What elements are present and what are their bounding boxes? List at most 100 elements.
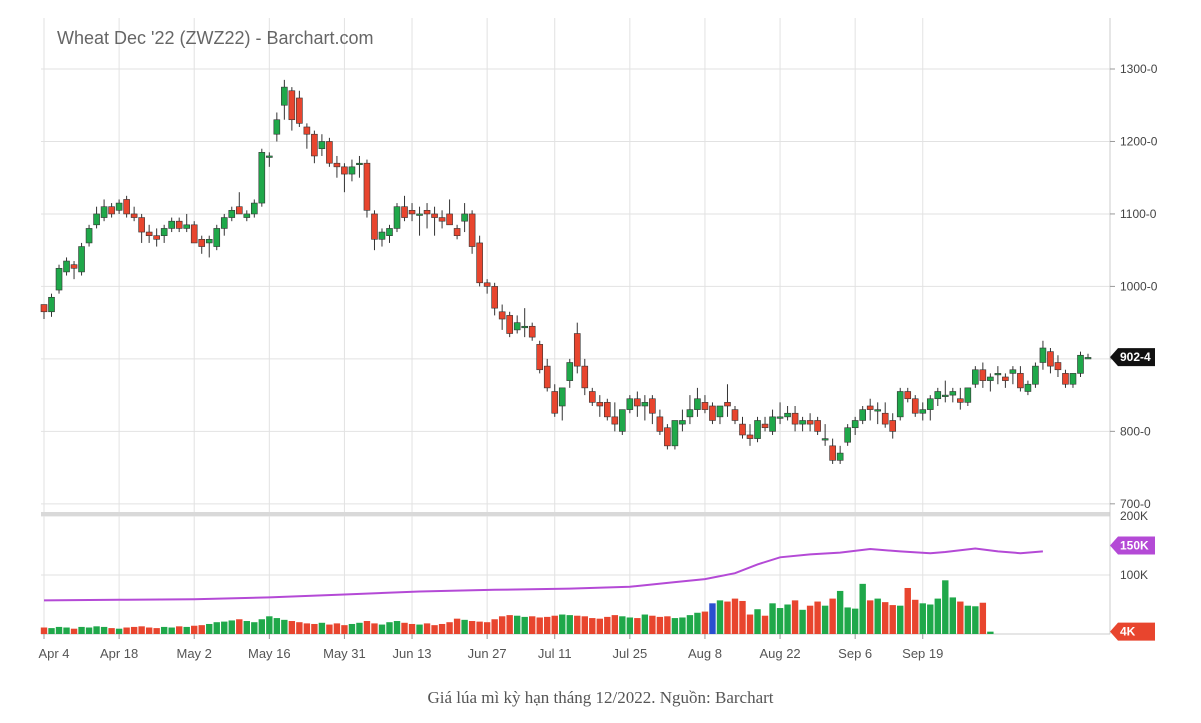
candle-body	[904, 391, 912, 400]
candle	[138, 213, 145, 243]
candle-body	[784, 412, 791, 418]
volume-bar	[393, 621, 401, 634]
volume-bar	[175, 626, 183, 634]
candle	[356, 155, 363, 178]
candle-body	[641, 402, 649, 407]
candle-body	[889, 420, 897, 432]
candle	[1069, 373, 1077, 388]
volume-bar	[85, 627, 93, 634]
candle	[528, 322, 536, 341]
candle	[175, 217, 183, 233]
candle	[446, 199, 453, 226]
volume-bar	[115, 628, 123, 634]
candle-body	[581, 365, 589, 389]
volume-bar	[799, 609, 806, 634]
candle	[649, 395, 656, 425]
candle	[791, 405, 799, 432]
candle	[611, 402, 619, 432]
candle	[859, 405, 866, 425]
candle-body	[664, 427, 671, 447]
candle-body	[205, 239, 213, 244]
volume-bar	[63, 627, 70, 634]
candle	[588, 387, 596, 406]
volume-bar	[619, 616, 626, 634]
candle-body	[528, 325, 536, 338]
candle	[866, 398, 874, 421]
candle-body	[994, 373, 1002, 376]
candle-body	[926, 398, 934, 410]
candle	[311, 130, 318, 164]
candle-body	[1077, 354, 1084, 374]
average-volume-tag-shape	[1110, 536, 1155, 555]
candle-body	[851, 420, 859, 429]
candle	[671, 420, 679, 450]
candle-body	[251, 202, 258, 215]
candle-body	[596, 402, 604, 407]
candle	[911, 395, 919, 417]
candle	[416, 206, 423, 236]
volume-bar	[123, 627, 130, 634]
candle	[821, 424, 829, 446]
candle-body	[866, 405, 874, 410]
last-price-tag-shape	[1110, 348, 1155, 367]
candle	[776, 402, 784, 425]
volume-bar	[731, 598, 739, 634]
volume-bar	[574, 615, 581, 634]
candle-body	[175, 220, 183, 229]
candle	[664, 424, 671, 450]
candle	[228, 206, 236, 222]
volume-bar	[438, 623, 446, 634]
candle	[198, 235, 206, 254]
candle	[596, 395, 604, 417]
volume-bar	[851, 608, 859, 634]
volume-bar	[679, 617, 686, 634]
price-tick-label: 800-0	[1120, 424, 1151, 438]
volume-bar	[333, 623, 341, 634]
candle-body	[806, 420, 814, 425]
candle	[972, 366, 979, 388]
candle	[716, 405, 724, 425]
volume-bar	[934, 598, 941, 634]
candle	[987, 373, 994, 392]
candle	[483, 279, 491, 294]
candle-body	[498, 311, 506, 320]
candle-body	[130, 213, 138, 218]
candle	[806, 413, 814, 432]
candle	[93, 206, 100, 229]
candle	[461, 203, 468, 233]
candle	[1024, 380, 1032, 396]
volume-bar	[461, 619, 468, 634]
candle-body	[566, 362, 574, 381]
candle	[844, 424, 851, 446]
candle	[491, 282, 498, 316]
volume-bar	[739, 600, 746, 634]
candle-body	[198, 239, 206, 247]
candle-body	[799, 420, 806, 425]
candle-body	[836, 452, 844, 461]
volume-bar	[626, 617, 634, 634]
volume-bar	[927, 604, 934, 634]
time-tick-label: Aug 8	[688, 646, 722, 661]
candle	[281, 79, 288, 120]
candle	[318, 134, 326, 156]
candle	[694, 387, 701, 417]
candle	[1054, 355, 1062, 377]
candle-body	[1009, 369, 1017, 374]
volume-series	[40, 580, 994, 634]
candle-body	[874, 409, 881, 412]
volume-bar	[70, 628, 78, 634]
volume-bar	[191, 625, 198, 634]
time-tick-label: May 2	[177, 646, 212, 661]
candle	[333, 155, 341, 178]
volume-bar	[694, 612, 701, 634]
volume-bar	[724, 601, 731, 634]
candle-body	[356, 162, 363, 166]
average-volume-tag: 150K	[1110, 536, 1155, 555]
volume-bar	[266, 616, 273, 634]
volume-bar	[281, 619, 288, 634]
candle-body	[243, 213, 251, 218]
candle-body	[296, 97, 303, 124]
volume-bar	[40, 627, 48, 634]
candle-body	[656, 416, 664, 432]
candle-body	[1062, 373, 1069, 385]
